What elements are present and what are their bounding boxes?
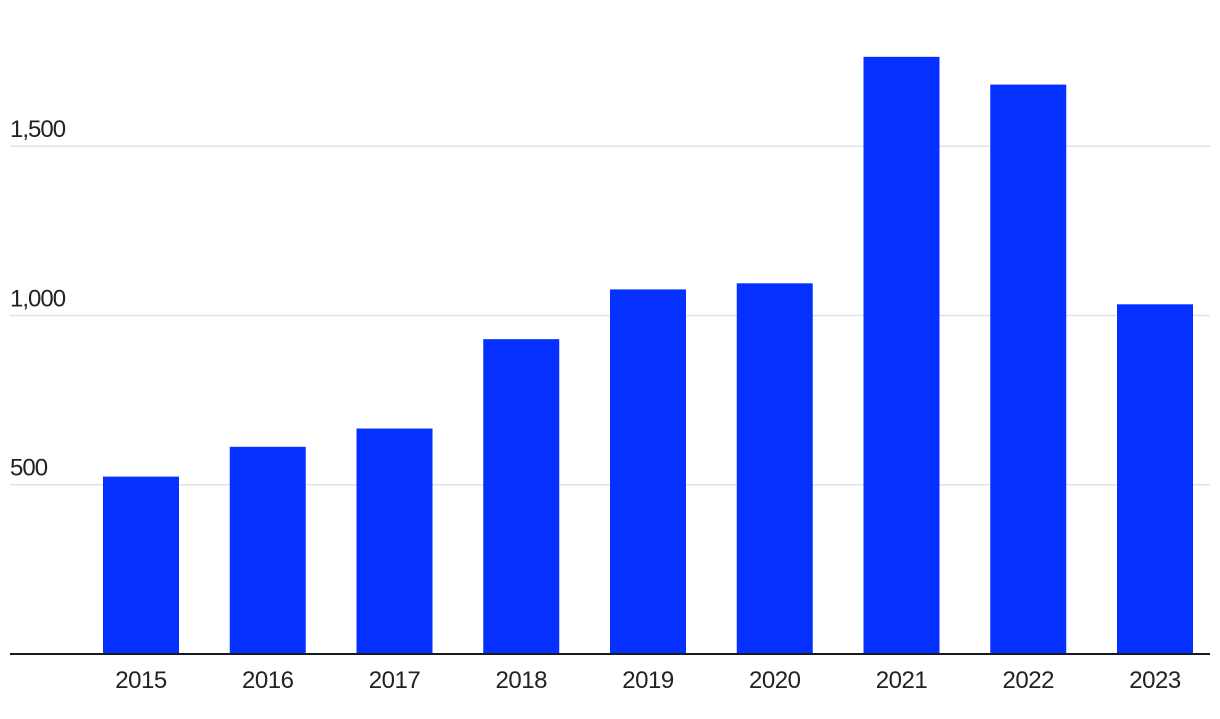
x-axis-tick-labels: 2015 2016 2017 2018 2019 2020 2021 2022 2023: [115, 667, 1181, 694]
bar-2021: [863, 56, 940, 655]
y-tick-label: 500: [10, 455, 48, 482]
x-tick-label: 2018: [496, 667, 548, 694]
y-tick-label: 1,000: [10, 285, 66, 312]
bar-2019: [610, 289, 686, 654]
bar-2020: [736, 283, 813, 654]
x-tick-label: 2019: [622, 667, 674, 694]
bar-2018: [483, 339, 560, 654]
x-tick-label: 2022: [1003, 667, 1055, 694]
y-tick-label: 1,500: [10, 116, 66, 143]
x-tick-label: 2016: [242, 667, 294, 694]
y-axis-tick-labels: 500 1,000 1,500: [10, 116, 67, 482]
bar-2023: [1117, 304, 1193, 654]
x-tick-label: 2021: [876, 667, 928, 694]
x-tick-label: 2023: [1129, 667, 1181, 694]
x-tick-label: 2017: [369, 667, 421, 694]
bar-2022: [990, 84, 1067, 655]
bar-2015: [103, 476, 179, 654]
x-tick-label: 2020: [749, 667, 801, 694]
bar-2016: [229, 446, 306, 654]
bars: [103, 56, 1193, 655]
x-tick-label: 2015: [115, 667, 167, 694]
bar-2017: [356, 428, 433, 654]
